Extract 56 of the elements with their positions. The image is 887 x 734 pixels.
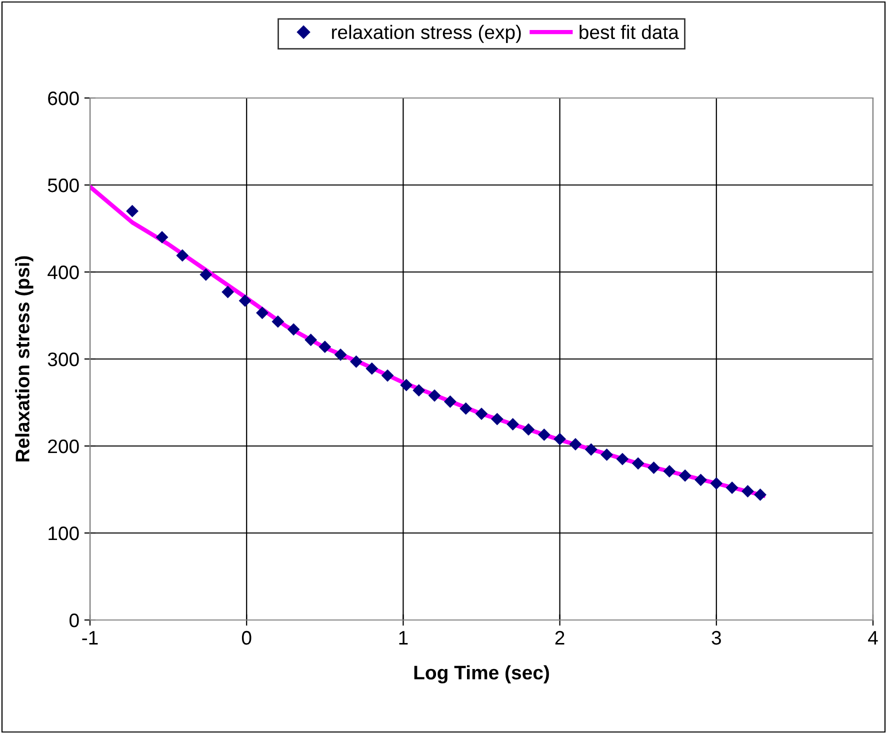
point [256, 306, 268, 320]
y-tick-label: 500 [48, 178, 79, 192]
point [350, 355, 362, 368]
point [428, 389, 441, 402]
point [694, 474, 707, 486]
legend-label: relaxation stress (exp) [332, 24, 521, 43]
point [176, 249, 189, 262]
point [490, 412, 504, 426]
point [400, 378, 413, 392]
point [334, 348, 347, 361]
x-tick-label: 0 [242, 630, 252, 645]
point [272, 315, 284, 328]
point [554, 432, 566, 446]
y-tick-label: 200 [48, 439, 79, 454]
legend-label: best fit data [580, 24, 679, 40]
point [726, 482, 738, 494]
point [710, 477, 723, 490]
point [304, 334, 318, 346]
point [522, 423, 535, 436]
y-tick-label: 300 [48, 352, 79, 366]
point [632, 457, 644, 470]
point [238, 294, 252, 307]
x-tick-label: 3 [712, 630, 721, 645]
point [648, 462, 660, 474]
point [584, 443, 598, 456]
x-tick-label: 4 [868, 631, 878, 645]
point [287, 323, 300, 336]
point [678, 469, 692, 482]
point [569, 438, 582, 450]
x-tick-label: 1 [399, 631, 408, 645]
point [222, 286, 234, 298]
point [126, 204, 138, 218]
point [412, 384, 426, 397]
point [475, 408, 488, 420]
point [460, 402, 472, 415]
x-tick-label: 2 [555, 630, 564, 645]
y-tick-label: 400 [48, 265, 79, 280]
point [200, 268, 212, 281]
y-tick-label: 600 [48, 91, 79, 106]
y-tick-label: 0 [70, 613, 79, 628]
point [742, 485, 754, 498]
point [754, 488, 766, 501]
point [616, 452, 629, 466]
point [538, 428, 550, 441]
point [663, 465, 676, 478]
point [506, 418, 520, 430]
point [318, 340, 332, 354]
point [444, 395, 456, 408]
point [156, 230, 168, 244]
y-axis-title: Relaxation stress (psi) [15, 256, 34, 462]
point [381, 369, 394, 382]
x-axis-title: Log Time (sec) [414, 665, 549, 684]
y-tick-label: 100 [48, 526, 79, 540]
point [366, 362, 378, 375]
point [600, 448, 613, 461]
x-tick-label: -1 [82, 631, 98, 645]
